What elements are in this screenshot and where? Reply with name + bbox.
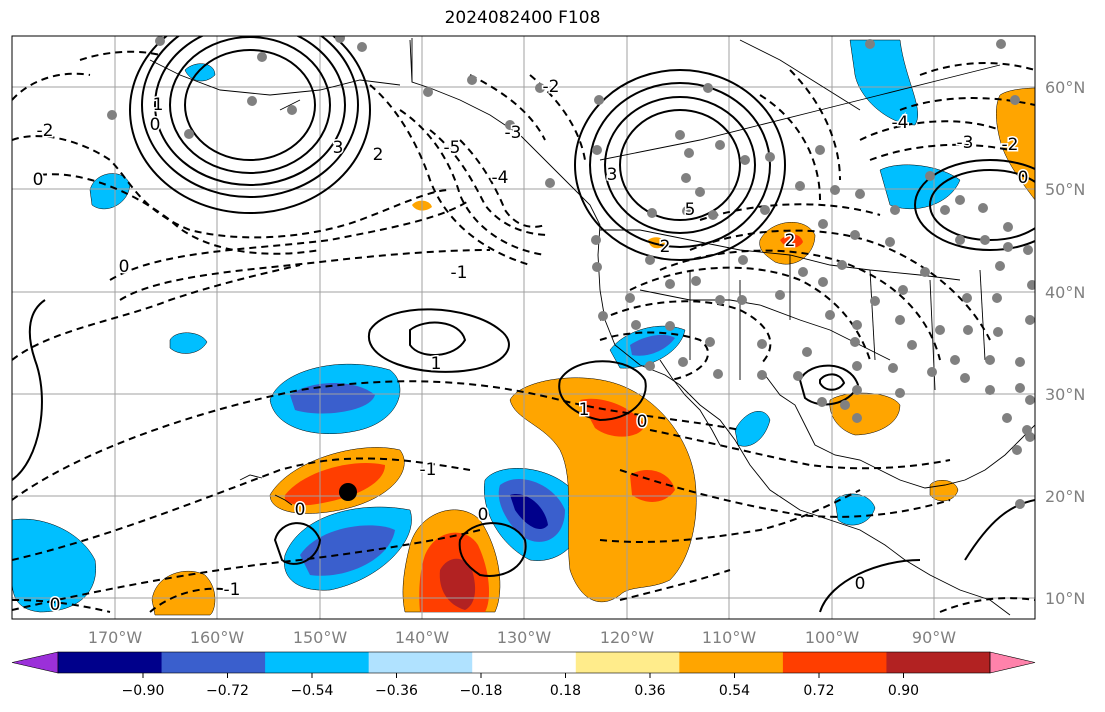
contour-label: 2 [660, 237, 671, 257]
colorbar-extend-high [989, 651, 1036, 674]
contour-label: -1 [451, 263, 468, 283]
colorbar-tick-label: 0.36 [634, 683, 665, 699]
lon-label: 130°W [497, 628, 552, 647]
colorbar-outline [57, 651, 991, 674]
contour-label: 1 [431, 354, 442, 374]
contour-label: 1 [579, 400, 590, 420]
colorbar-segment [368, 652, 473, 673]
contour-label: -3 [505, 123, 522, 143]
colorbar-segment [782, 652, 887, 673]
colorbar-segment [575, 652, 680, 673]
contour-label: -2 [543, 77, 560, 97]
colorbar-tick-label: 0.72 [803, 683, 834, 699]
lat-label: 50°N [1045, 180, 1085, 199]
contour-label: -1 [224, 580, 241, 600]
shading-positive [151, 87, 1035, 616]
contour-label: 1 [153, 95, 164, 115]
colorbar-tick-label: 0.54 [719, 683, 750, 699]
colorbar-segment [679, 652, 784, 673]
lat-label: 20°N [1045, 487, 1085, 506]
highlight-point-icon [339, 483, 357, 501]
colorbar-tick-label: 0.90 [888, 683, 919, 699]
contour-label: 2 [785, 231, 796, 251]
colorbar-tick-label: 0.18 [550, 683, 581, 699]
map-frame [11, 35, 1036, 620]
contour-label: -1 [420, 460, 437, 480]
colorbar-tick-label: −0.90 [122, 683, 165, 699]
lat-label: 60°N [1045, 78, 1085, 97]
contour-label: 0 [1018, 168, 1029, 188]
colorbar-tick-label: −0.54 [291, 683, 334, 699]
contour-label: 0 [855, 574, 866, 594]
lat-label: 40°N [1045, 283, 1085, 302]
colorbar-tick-label: −0.72 [206, 683, 249, 699]
contour-label: 2 [373, 145, 384, 165]
colorbar [11, 651, 1036, 674]
latitude-labels: 60°N 50°N 40°N 30°N 20°N 10°N [1045, 78, 1085, 608]
contour-label: 3 [607, 165, 618, 185]
contour-label: -2 [37, 121, 54, 141]
lon-label: 160°W [190, 628, 245, 647]
contour-label: 0 [119, 257, 130, 277]
contour-label: 0 [150, 115, 161, 135]
colorbar-segment [886, 652, 991, 673]
contour-label: -3 [957, 133, 974, 153]
colorbar-ticks: −0.90 −0.72 −0.54 −0.36 −0.18 0.18 0.36 0.54 0.7… [122, 673, 919, 699]
lon-label: 120°W [600, 628, 655, 647]
colorbar-segment [265, 652, 370, 673]
colorbar-extend-low [11, 651, 59, 674]
lon-label: 90°W [912, 628, 956, 647]
lat-label: 10°N [1045, 589, 1085, 608]
contour-label: -5 [444, 138, 461, 158]
map-title: 2024082400 F108 [444, 8, 601, 28]
contour-label: -2 [1002, 135, 1019, 155]
lon-label: 170°W [88, 628, 143, 647]
contour-label: 0 [478, 505, 489, 525]
contour-label: 0 [33, 170, 44, 190]
longitude-labels: 170°W 160°W 150°W 140°W 130°W 120°W 110°… [88, 628, 956, 647]
station-markers [107, 36, 1035, 509]
lon-label: 110°W [702, 628, 757, 647]
contour-label: 3 [333, 138, 344, 158]
lat-label: 30°N [1045, 385, 1085, 404]
contour-label: 0 [50, 595, 61, 615]
colorbar-tick-label: −0.18 [460, 683, 503, 699]
lon-label: 140°W [395, 628, 450, 647]
contours-solid [12, 36, 1035, 613]
colorbar-segment [161, 652, 266, 673]
contour-label: 5 [685, 200, 696, 220]
contour-label: -4 [492, 168, 509, 188]
colorbar-tick-label: −0.36 [375, 683, 418, 699]
colorbar-segment [472, 652, 577, 673]
contour-label: 0 [295, 500, 306, 520]
lon-label: 100°W [805, 628, 860, 647]
contour-label: 0 [637, 412, 648, 432]
lon-label: 150°W [293, 628, 348, 647]
colorbar-segment [58, 652, 163, 673]
contour-label: -4 [892, 113, 909, 133]
